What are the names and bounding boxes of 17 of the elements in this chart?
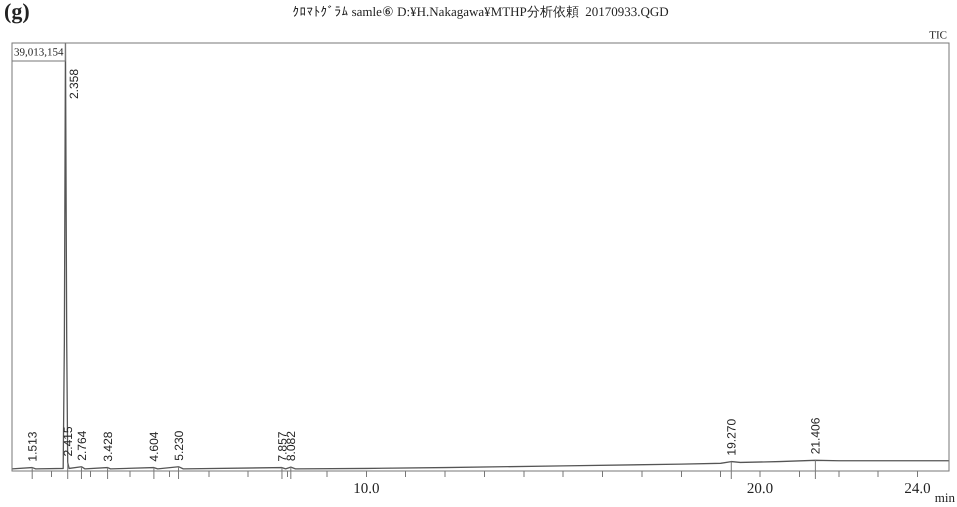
annotation: 2.764: [74, 430, 89, 461]
annotation: 39,013,154: [14, 46, 64, 58]
x-axis-title: min: [934, 490, 956, 505]
x-tick-label: 20.0: [746, 480, 774, 497]
annotation: 21.406: [808, 417, 823, 454]
x-tick-label: 24.0: [904, 480, 931, 497]
annotation: 5.230: [172, 430, 186, 461]
annotation: 4.604: [147, 431, 162, 462]
x-tick-label: 10.0: [353, 480, 380, 497]
annotation: 2.358: [66, 68, 81, 100]
chart-title: (g): [4, 0, 30, 24]
annotation: 2.415: [61, 426, 76, 456]
text: TIC: [929, 29, 947, 42]
annotation: 19.270: [724, 418, 739, 456]
annotation: 1.513: [26, 431, 40, 462]
annotation: 3.428: [100, 431, 115, 462]
chart-subtitle: ｸﾛﾏﾄｸﾞﾗﾑ samle⑥ D:¥H.Nakagawa¥MTHP分析依頼 20170933.QGD: [292, 4, 669, 19]
